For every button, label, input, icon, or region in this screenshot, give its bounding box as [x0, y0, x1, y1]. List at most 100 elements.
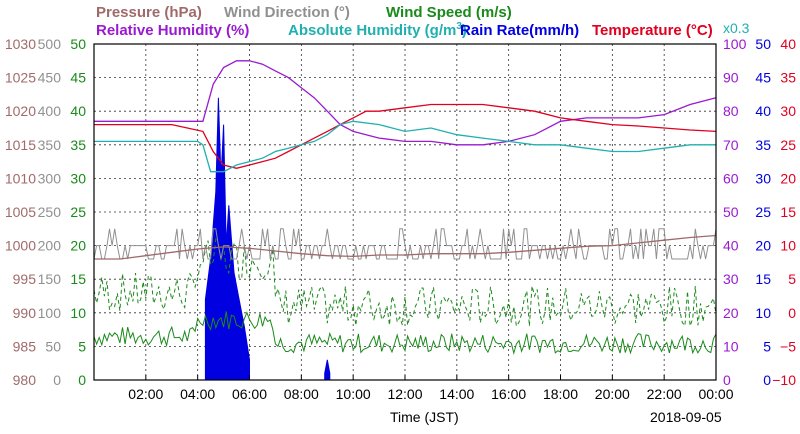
- wind-direction-tick-label: 200: [38, 238, 62, 254]
- legend-absolute-humidity: Absolute Humidity (g/m3): [288, 21, 467, 39]
- wind-speed-tick-label: 35: [70, 137, 86, 153]
- relative-humidity-tick-label: 90: [723, 70, 739, 86]
- x-axis-label: Time (JST): [390, 409, 459, 425]
- rain-rate-tick-label: 25: [755, 204, 771, 220]
- wind-direction-tick-label: 400: [38, 103, 62, 119]
- wind-speed-tick-label: 25: [70, 204, 86, 220]
- temperature-tick-label: 20: [780, 170, 796, 186]
- temperature-tick-label: 40: [780, 36, 796, 52]
- legend-wind-direction: Wind Direction (°): [224, 4, 350, 21]
- relative-humidity-line: [94, 60, 717, 146]
- grid: [94, 44, 716, 380]
- relative-humidity-tick-label: 50: [723, 204, 739, 220]
- wind-speed-tick-label: 20: [70, 238, 86, 254]
- legend-temperature: Temperature (°C): [592, 22, 713, 39]
- x-tick-label: 12:00: [387, 386, 422, 402]
- pressure-line: [94, 234, 717, 260]
- pressure-tick-label: 995: [13, 271, 37, 287]
- wind-direction-tick-label: 500: [38, 36, 62, 52]
- pressure-tick-label: 990: [13, 305, 37, 321]
- wind-speed-tick-label: 0: [78, 372, 86, 388]
- legend-wind-speed: Wind Speed (m/s): [386, 4, 512, 21]
- temperature-tick-label: 15: [780, 204, 796, 220]
- wind-direction-tick-label: 0: [53, 372, 61, 388]
- temperature-line: [94, 103, 717, 169]
- wind-speed-tick-label: 15: [70, 271, 86, 287]
- relative-humidity-tick-label: 40: [723, 238, 739, 254]
- pressure-tick-label: 1015: [5, 137, 36, 153]
- x-tick-label: 14:00: [439, 386, 474, 402]
- wind-speed-gust-line: [93, 237, 717, 328]
- temperature-tick-label: 30: [780, 103, 796, 119]
- x-tick-label: 18:00: [543, 386, 578, 402]
- rain-rate-tick-label: 5: [763, 338, 771, 354]
- legend-absolute-humidity-sup: 3: [456, 21, 462, 32]
- temperature-tick-label: 0: [788, 305, 796, 321]
- wind-direction-tick-label: 350: [38, 137, 62, 153]
- x-tick-label: 00:00: [698, 386, 733, 402]
- relative-humidity-tick-label: 20: [723, 305, 739, 321]
- x-tick-label: 20:00: [595, 386, 630, 402]
- rain-rate-tick-label: 15: [755, 271, 771, 287]
- relative-humidity-tick-label: 60: [723, 170, 739, 186]
- temperature-tick-label: 25: [780, 137, 796, 153]
- wind-direction-tick-label: 450: [38, 70, 62, 86]
- pressure-tick-label: 1020: [5, 103, 36, 119]
- wind-speed-tick-label: 40: [70, 103, 86, 119]
- wind-speed-tick-label: 5: [78, 338, 86, 354]
- rain-rate-tick-label: 0: [763, 372, 771, 388]
- absolute-humidity-line: [94, 120, 716, 173]
- x-tick-label: 10:00: [336, 386, 371, 402]
- rain-rate-tick-label: 10: [755, 305, 771, 321]
- wind-speed-tick-label: 50: [70, 36, 86, 52]
- wind-speed-tick-label: 30: [70, 170, 86, 186]
- rain-rate-tick-label: 40: [755, 103, 771, 119]
- x-tick-label: 02:00: [128, 386, 163, 402]
- relative-humidity-tick-label: 30: [723, 271, 739, 287]
- pressure-tick-label: 1030: [5, 36, 36, 52]
- pressure-tick-label: 980: [13, 372, 37, 388]
- legend-rain-rate: Rain Rate(mm/h): [460, 22, 579, 39]
- temperature-tick-label: 5: [788, 271, 796, 287]
- x-tick-label: 04:00: [180, 386, 215, 402]
- relative-humidity-tick-label: 10: [723, 338, 739, 354]
- rain-rate-tick-label: 30: [755, 170, 771, 186]
- date-label: 2018-09-05: [650, 409, 722, 425]
- temperature-tick-label: 35: [780, 70, 796, 86]
- temperature-tick-label: −10: [772, 372, 796, 388]
- axes: 1030102510201015101010051000995990985980…: [5, 36, 796, 388]
- x-tick-label: 08:00: [284, 386, 319, 402]
- pressure-tick-label: 1010: [5, 170, 36, 186]
- x-tick-labels: 02:00 04:00 06:00 08:00 10:00 12:00 14:00 16:00…: [128, 375, 734, 402]
- wind-direction-tick-label: 150: [38, 271, 62, 287]
- wind-direction-tick-label: 250: [38, 204, 62, 220]
- rain-scale-note: x0.3: [723, 20, 750, 36]
- wind-direction-tick-label: 50: [45, 338, 61, 354]
- temperature-tick-label: 10: [780, 238, 796, 254]
- relative-humidity-tick-label: 100: [723, 36, 747, 52]
- relative-humidity-tick-label: 80: [723, 103, 739, 119]
- rain-rate-peak: [324, 359, 331, 381]
- pressure-tick-label: 1025: [5, 70, 36, 86]
- wind-speed-lines: [93, 237, 717, 356]
- x-tick-label: 22:00: [647, 386, 682, 402]
- wind-speed-tick-label: 10: [70, 305, 86, 321]
- relative-humidity-tick-label: 0: [723, 372, 731, 388]
- wind-speed-tick-label: 45: [70, 70, 86, 86]
- temperature-tick-label: −5: [780, 338, 796, 354]
- legend-absolute-humidity-name: Absolute Humidity (g/m: [288, 22, 456, 39]
- legend-relative-humidity: Relative Humidity (%): [96, 22, 249, 39]
- legend-absolute-humidity-close: ): [462, 22, 467, 39]
- rain-rate-tick-label: 45: [755, 70, 771, 86]
- legend-pressure: Pressure (hPa): [96, 4, 202, 21]
- wind-direction-tick-label: 300: [38, 170, 62, 186]
- relative-humidity-tick-label: 70: [723, 137, 739, 153]
- legend: Pressure (hPa) Wind Direction (°) Wind S…: [96, 4, 750, 39]
- pressure-tick-label: 1000: [5, 238, 36, 254]
- x-tick-label: 06:00: [232, 386, 267, 402]
- wind-direction-tick-label: 100: [38, 305, 62, 321]
- rain-rate-tick-label: 35: [755, 137, 771, 153]
- wind-speed-avg-line: [93, 311, 717, 356]
- pressure-tick-label: 985: [13, 338, 37, 354]
